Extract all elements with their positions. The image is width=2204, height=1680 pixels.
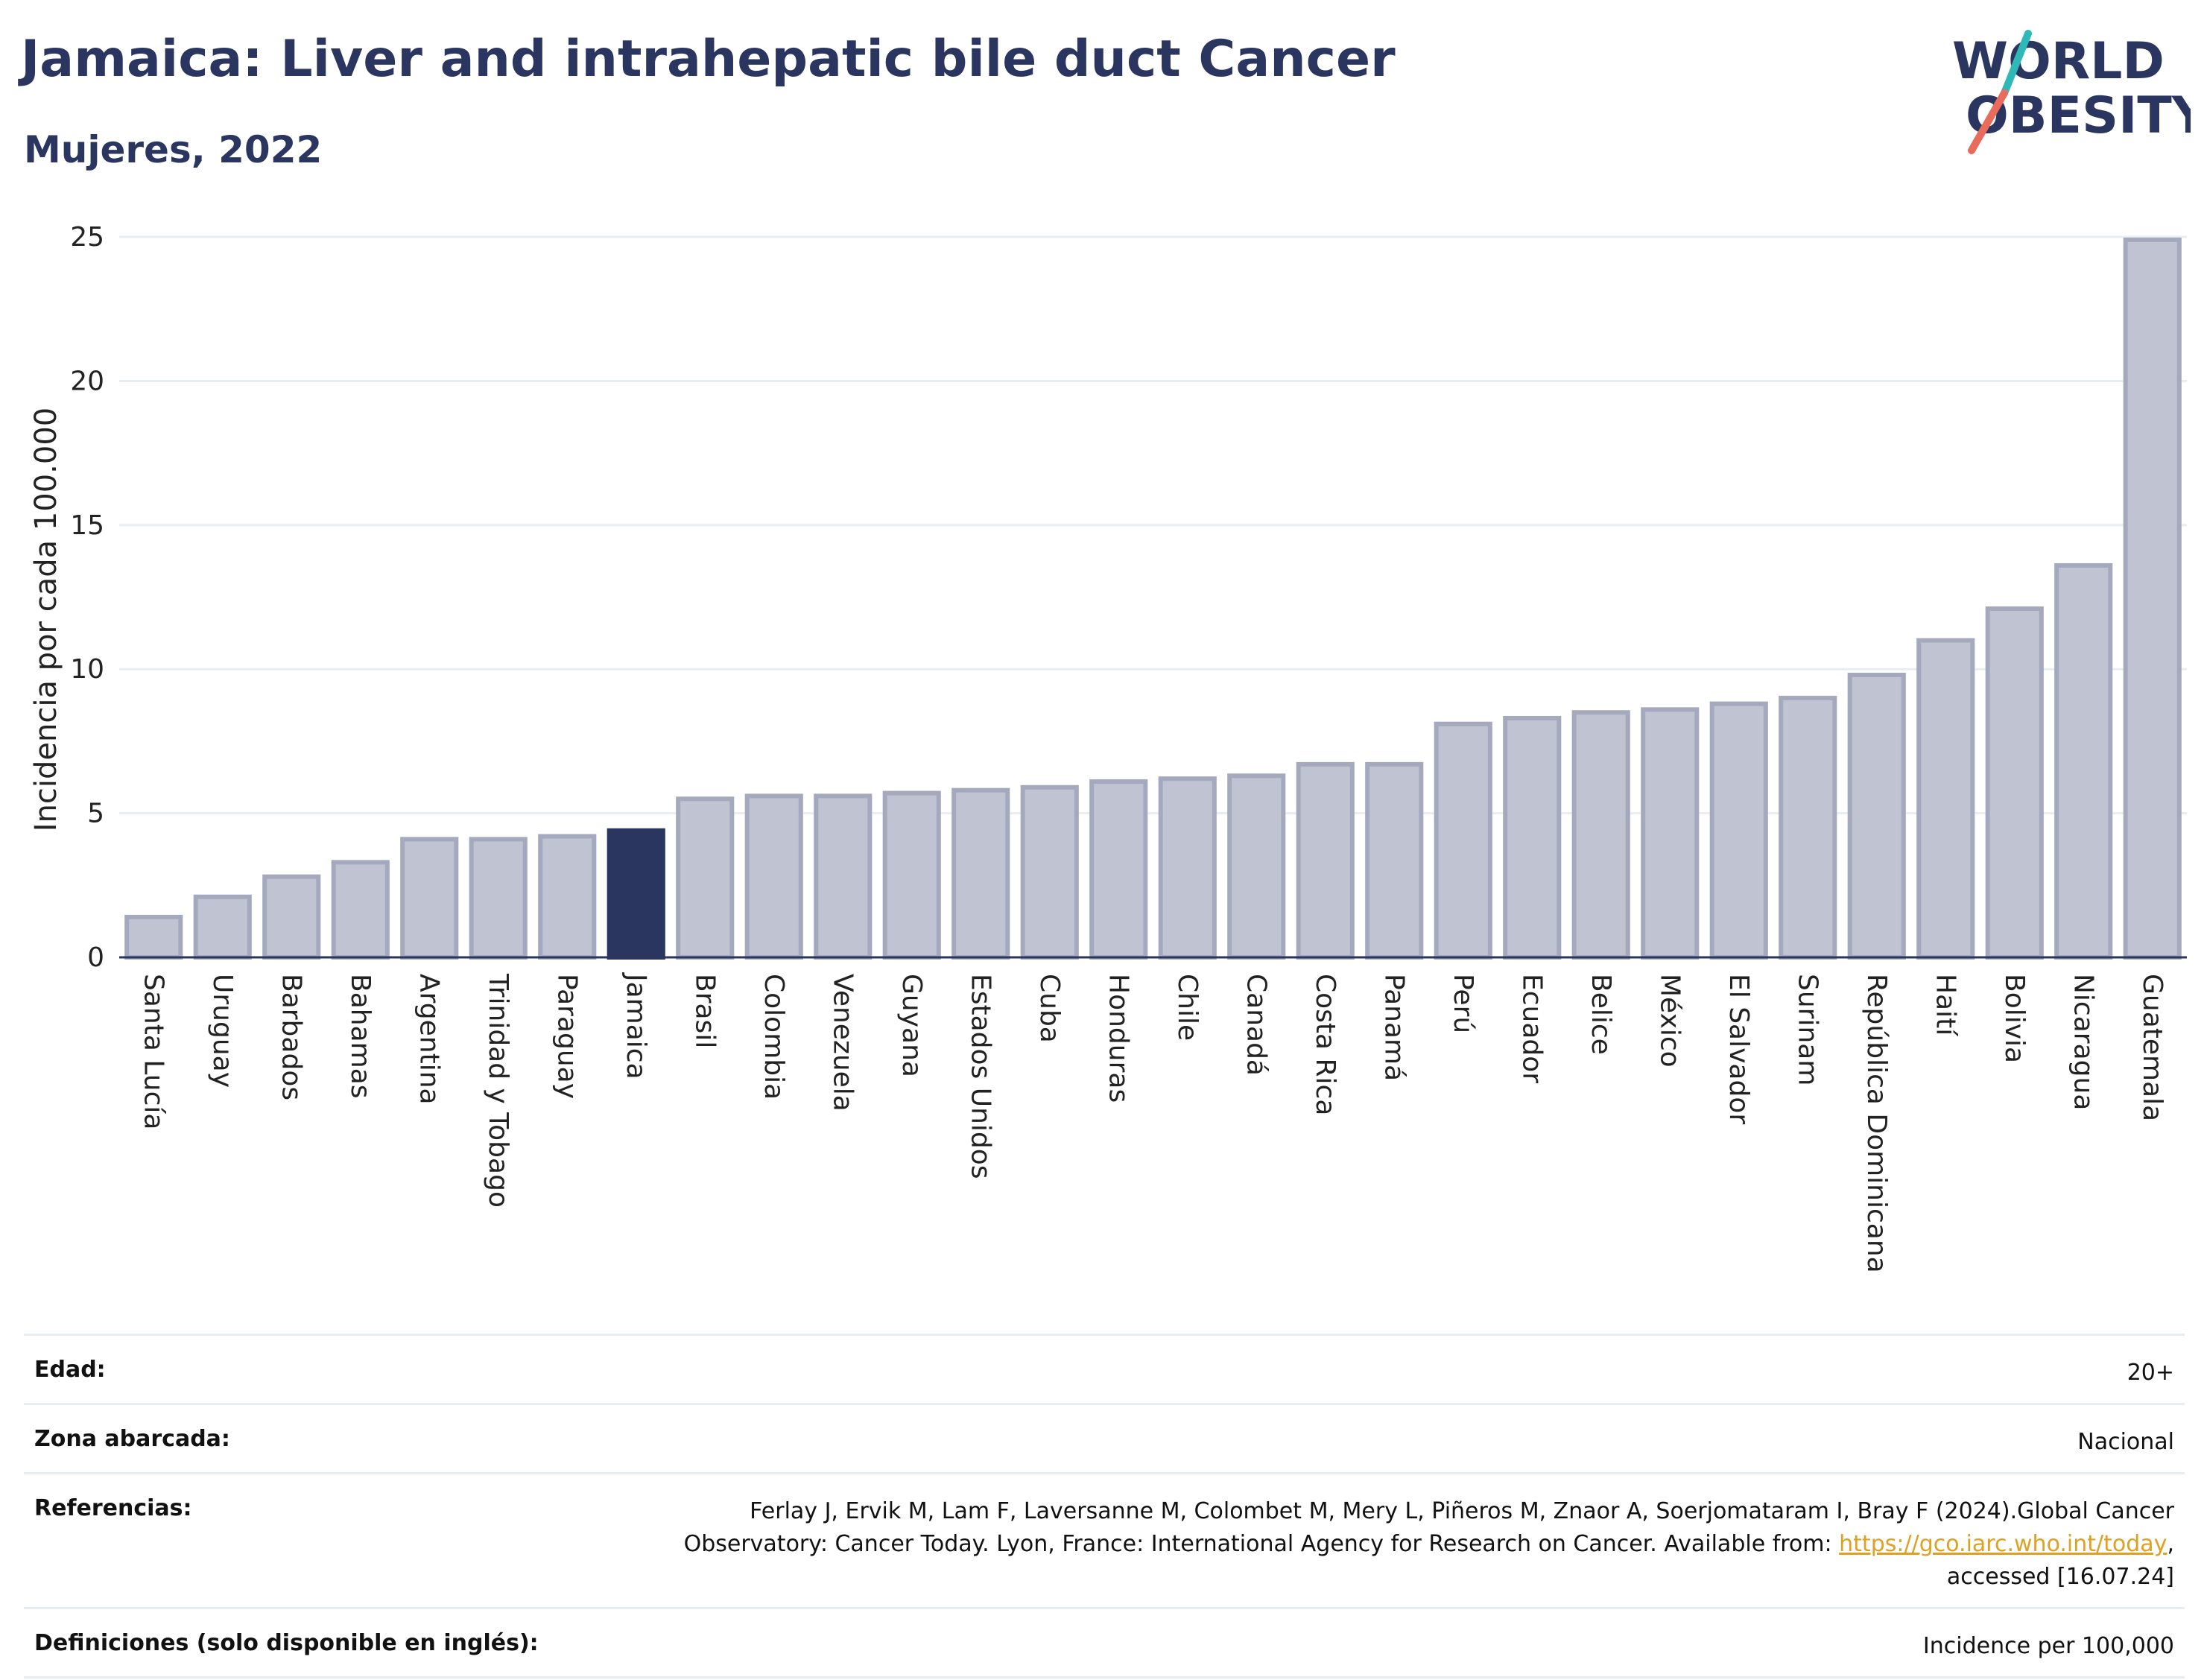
bar-panamá	[1365, 761, 1424, 960]
referencias-label: Referencias:	[34, 1495, 192, 1521]
x-tick-label: Paraguay	[551, 974, 582, 1099]
logo-slash-red	[1968, 89, 2008, 154]
bar-nicaragua	[2054, 562, 2113, 960]
x-tick-label: Perú	[1448, 974, 1478, 1033]
bar-bahamas	[331, 860, 390, 960]
bar-barbados	[262, 874, 321, 960]
bar-belice	[1571, 710, 1630, 960]
bar-chile	[1158, 776, 1217, 960]
bar-estados-unidos	[951, 787, 1010, 960]
bar-surinam	[1779, 695, 1837, 960]
y-tick-label: 0	[87, 942, 104, 973]
y-tick-label: 5	[87, 799, 104, 829]
x-tick-label: El Salvador	[1723, 974, 1754, 1124]
bar-chart: 0 5 10 15 20 25 Incidencia por cada 100.000 San…	[29, 222, 2187, 1273]
x-tick-label: Haití	[1930, 974, 1960, 1036]
x-tick-label: Nicaragua	[2068, 974, 2098, 1110]
y-axis-label: Incidencia por cada 100.000	[29, 408, 63, 832]
x-tick-label: Guatemala	[2137, 974, 2167, 1121]
bar-cuba	[1020, 784, 1079, 960]
x-tick-label: República Dominicana	[1861, 974, 1892, 1273]
referencias-link[interactable]: https://gco.iarc.who.int/today	[1839, 1531, 2167, 1557]
x-tick-label: Belice	[1586, 974, 1616, 1055]
bar-argentina	[400, 837, 459, 960]
x-tick-label: Uruguay	[207, 974, 238, 1088]
bar-trinidad-y-tobago	[469, 837, 528, 960]
x-tick-label: Bahamas	[345, 974, 376, 1099]
y-tick-label: 25	[70, 222, 104, 253]
x-tick-label: México	[1654, 974, 1685, 1068]
chart-subtitle: Mujeres, 2022	[24, 128, 323, 171]
bar-perú	[1434, 721, 1492, 960]
info-row-zona: Zona abarcada: Nacional	[24, 1403, 2185, 1472]
chart-title: Jamaica: Liver and intrahepatic bile duc…	[21, 30, 1396, 89]
x-tick-label: Bolivia	[1999, 974, 2030, 1063]
bar-bolivia	[1985, 606, 2044, 960]
x-tick-label: Venezuela	[827, 974, 858, 1112]
referencias-text-2: , accessed [16.07.24]	[1946, 1531, 2174, 1590]
bar-costa-rica	[1296, 761, 1355, 960]
x-tick-label: Guyana	[896, 974, 927, 1077]
world-obesity-logo: WORLD OBESITY	[1952, 30, 2191, 154]
x-tick-label: Canadá	[1241, 974, 1271, 1076]
y-tick-label: 20	[70, 366, 104, 396]
x-tick-label: Chile	[1172, 974, 1203, 1041]
bar-venezuela	[814, 793, 873, 960]
bar-honduras	[1089, 779, 1148, 960]
x-tick-label: Costa Rica	[1310, 974, 1340, 1115]
x-tick-label: Surinam	[1792, 974, 1823, 1085]
logo-slash-teal	[2001, 30, 2032, 97]
edad-value: 20+	[2127, 1360, 2174, 1386]
x-tick-label: Colombia	[759, 974, 789, 1100]
definiciones-label: Definiciones (solo disponible en inglés)…	[34, 1630, 539, 1656]
zona-label: Zona abarcada:	[34, 1426, 230, 1452]
bar-haití	[1916, 638, 1975, 960]
x-tick-label: Estados Unidos	[965, 974, 995, 1179]
info-row-referencias: Referencias: Ferlay J, Ervik M, Lam F, L…	[24, 1472, 2185, 1607]
bar-ecuador	[1503, 715, 1562, 960]
bar-brasil	[676, 796, 735, 960]
x-tick-label: Cuba	[1034, 974, 1065, 1043]
x-tick-label: Brasil	[689, 974, 720, 1048]
referencias-text-1: Ferlay J, Ervik M, Lam F, Laversanne M, …	[683, 1498, 2174, 1557]
bar-uruguay	[193, 894, 252, 960]
referencias-value: Ferlay J, Ervik M, Lam F, Laversanne M, …	[624, 1495, 2174, 1594]
zona-value: Nacional	[2077, 1429, 2174, 1455]
y-tick-label: 15	[70, 510, 104, 541]
x-tick-label: Argentina	[414, 974, 444, 1105]
bar-jamaica	[607, 828, 665, 960]
info-row-edad: Edad: 20+	[24, 1334, 2185, 1403]
bar-canadá	[1227, 773, 1286, 960]
definiciones-value: Incidence per 100,000	[1922, 1633, 2174, 1659]
y-tick-label: 10	[70, 654, 104, 685]
x-tick-label: Jamaica	[621, 972, 651, 1080]
x-tick-label: Trinidad y Tobago	[483, 973, 513, 1208]
bar-colombia	[744, 793, 803, 960]
bar-santa-lucía	[124, 914, 183, 960]
bar-paraguay	[538, 834, 597, 960]
bar-guyana	[882, 790, 941, 960]
edad-label: Edad:	[34, 1357, 106, 1383]
x-tick-label: Honduras	[1103, 974, 1133, 1103]
info-row-definiciones: Definiciones (solo disponible en inglés)…	[24, 1607, 2185, 1679]
x-tick-label: Barbados	[276, 974, 306, 1100]
logo-text-world: WORLD	[1952, 32, 2165, 91]
x-tick-label: Santa Lucía	[138, 974, 168, 1129]
bar-guatemala	[2123, 237, 2182, 960]
info-table: Edad: 20+ Zona abarcada: Nacional Refere…	[24, 1334, 2185, 1679]
bar-el-salvador	[1709, 701, 1768, 960]
x-tick-label: Panamá	[1378, 974, 1409, 1081]
x-tick-label: Ecuador	[1516, 974, 1547, 1083]
bar-república-dominicana	[1847, 672, 1906, 960]
bar-méxico	[1641, 707, 1700, 960]
